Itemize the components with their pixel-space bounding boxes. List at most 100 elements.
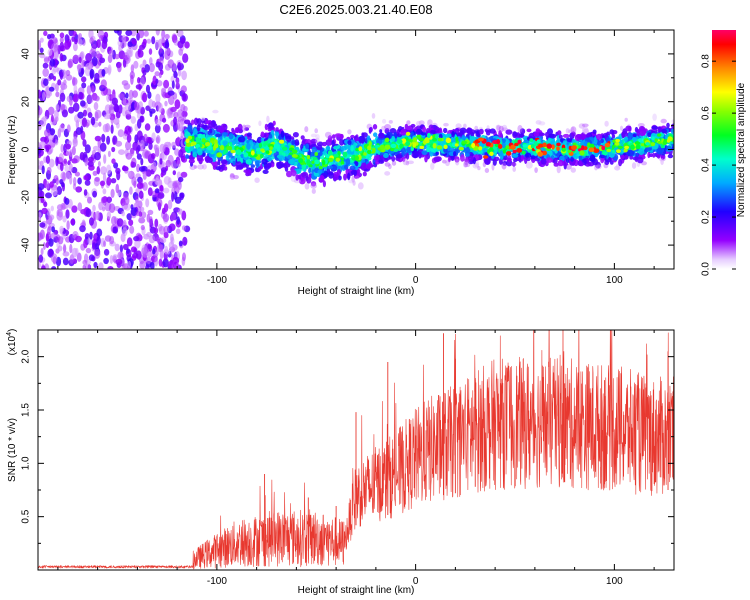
spectrogram-cell xyxy=(382,118,387,124)
spectrogram-cell xyxy=(501,124,508,130)
spectrogram-cell xyxy=(372,124,378,130)
spectrogram-cell xyxy=(66,95,73,103)
spectrogram-cell xyxy=(324,131,332,139)
spectrogram-cell xyxy=(280,130,285,138)
spectrogram-cell xyxy=(38,147,42,155)
spectrogram-cell xyxy=(159,143,166,153)
spectrogram-cell xyxy=(84,179,91,186)
spectrogram-cell xyxy=(430,129,436,134)
spectrogram-cell xyxy=(501,141,506,149)
spectrogram-cell xyxy=(159,185,164,192)
spectrogram-cell xyxy=(38,106,43,116)
spectrogram-cell xyxy=(304,126,309,133)
spectrogram-cell xyxy=(154,218,159,228)
spectrogram-cell xyxy=(391,135,396,142)
spectrogram-cell xyxy=(94,72,100,83)
spectrogram-cell xyxy=(107,54,113,63)
spectrogram-y-tick-label: -40 xyxy=(21,237,32,252)
spectrogram-cell xyxy=(91,85,95,94)
spectrogram-cell xyxy=(62,172,66,182)
spectrogram-cell xyxy=(144,64,150,73)
spectrogram-cell xyxy=(310,133,317,138)
spectrogram-cell xyxy=(77,202,83,212)
spectrogram-cell xyxy=(106,211,112,220)
spectrogram-cell xyxy=(178,48,184,56)
spectrogram-cell xyxy=(281,163,286,168)
spectrogram-cell xyxy=(667,154,674,159)
spectrogram-cell xyxy=(259,153,264,159)
spectrogram-cell xyxy=(348,179,355,184)
spectrogram-cell xyxy=(91,56,98,67)
spectrogram-cell xyxy=(53,117,58,125)
spectrogram-cell xyxy=(571,145,577,151)
spectrogram-cell xyxy=(196,154,204,162)
spectrogram-cell xyxy=(172,170,176,176)
spectrogram-cell xyxy=(292,132,299,138)
spectrogram-cell xyxy=(72,31,77,37)
spectrogram-cell xyxy=(143,133,148,143)
spectrogram-cell xyxy=(530,144,535,149)
spectrogram-cell xyxy=(306,159,311,166)
spectrogram-cell xyxy=(50,114,54,123)
spectrogram-cell xyxy=(99,57,106,64)
spectrogram-cell xyxy=(498,130,502,138)
spectrogram-y-tick-label: 40 xyxy=(21,48,32,60)
spectrogram-cell xyxy=(638,147,645,156)
spectrogram-cell xyxy=(182,252,186,262)
spectrogram-cell xyxy=(59,123,65,133)
spectrogram-cell xyxy=(304,183,310,190)
spectrogram-cell xyxy=(45,155,51,164)
spectrogram-cell xyxy=(443,144,448,150)
spectrogram-cell xyxy=(437,137,443,142)
spectrogram-cell xyxy=(94,135,102,142)
spectrogram-cell xyxy=(257,166,262,172)
spectrogram-cell xyxy=(201,118,205,124)
spectrogram-cell xyxy=(301,171,309,179)
spectrogram-cell xyxy=(73,177,77,186)
spectrogram-cell xyxy=(110,124,114,134)
spectrogram-cell xyxy=(177,109,184,119)
spectrogram-cell xyxy=(461,140,468,144)
spectrogram-ticks: -100 0 100 -40 -20 0 20 40 xyxy=(21,29,674,286)
spectrogram-cell xyxy=(467,128,472,136)
spectrogram-cell xyxy=(197,164,204,170)
spectrogram-cell xyxy=(117,62,122,73)
spectrogram-cell xyxy=(343,173,347,181)
spectrogram-cell xyxy=(183,115,187,122)
spectrogram-cell xyxy=(181,210,187,221)
spectrogram-cell xyxy=(55,82,59,93)
spectrogram-cell xyxy=(558,134,563,139)
spectrogram-cell xyxy=(484,157,491,165)
spectrogram-cell xyxy=(60,182,65,188)
snr-x-tick-label: 100 xyxy=(606,576,623,587)
spectrogram-cell xyxy=(124,102,132,111)
spectrogram-cell xyxy=(75,235,82,243)
colorbar-ticks: 0.0 0.2 0.4 0.6 0.8 xyxy=(701,54,736,276)
spectrogram-cell xyxy=(167,199,173,210)
spectrogram-cell xyxy=(55,234,61,243)
spectrogram-cell xyxy=(192,152,198,158)
spectrogram-cell xyxy=(154,124,161,134)
spectrogram-cell xyxy=(583,128,590,134)
spectrogram-cell xyxy=(114,243,120,252)
spectrogram-cell xyxy=(420,131,426,136)
spectrogram-cell xyxy=(405,141,411,147)
spectrogram-cell xyxy=(155,78,159,84)
spectrogram-cell xyxy=(87,196,92,204)
spectrogram-cell xyxy=(347,129,352,135)
spectrogram-cell xyxy=(122,196,130,206)
spectrogram-cell xyxy=(269,146,274,151)
spectrogram-cell xyxy=(187,124,193,133)
spectrogram-cell xyxy=(402,158,408,166)
spectrogram-cell xyxy=(310,138,318,144)
spectrogram-cell xyxy=(142,92,148,103)
spectrogram-cell xyxy=(63,79,67,86)
spectrogram-x-tick-label: -100 xyxy=(207,275,227,286)
spectrogram-cell xyxy=(118,93,125,99)
spectrogram-cell xyxy=(355,147,360,152)
spectrogram-cell xyxy=(177,158,181,165)
spectrogram-cell xyxy=(645,142,650,146)
spectrogram-cell xyxy=(314,128,319,134)
spectrogram-cell xyxy=(583,146,588,151)
spectrogram-cell xyxy=(632,133,637,138)
